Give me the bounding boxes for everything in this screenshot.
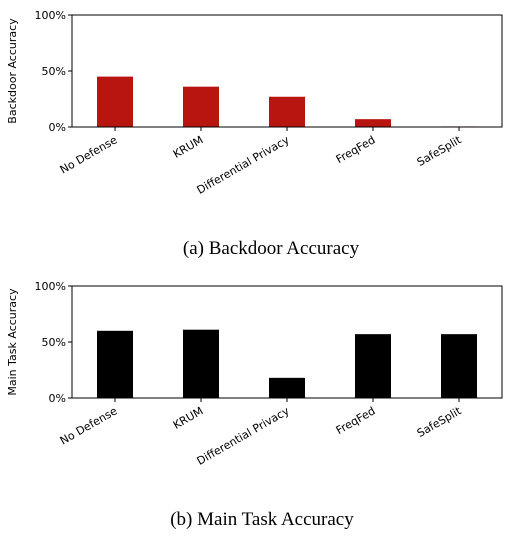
bar-safesplit (441, 334, 477, 398)
bar-differential-privacy (269, 96, 305, 127)
x-tick-label: SafeSplit (415, 133, 464, 169)
bar-freqfed (355, 119, 391, 127)
y-axis-label: Main Task Accuracy (6, 288, 19, 396)
x-tick-label: SafeSplit (415, 404, 464, 440)
x-tick-label: No Defense (58, 404, 120, 447)
x-tick-label: KRUM (171, 404, 206, 431)
bar-differential-privacy (269, 377, 305, 398)
x-tick-label: KRUM (171, 133, 206, 160)
axes (68, 14, 503, 131)
x-tick-label: Differential Privacy (195, 133, 292, 197)
y-tick-label: 50% (42, 336, 66, 349)
y-tick-label: 0% (49, 121, 66, 134)
bar-series (97, 76, 477, 128)
bar-no-defense (97, 330, 133, 398)
y-tick-label: 0% (49, 392, 66, 405)
y-tick-label: 50% (42, 65, 66, 78)
x-tick-label: No Defense (58, 133, 120, 176)
bar-krum (183, 86, 219, 127)
y-tick-labels: 0% 50% 100% (35, 9, 66, 134)
y-axis-label: Backdoor Accuracy (6, 18, 19, 124)
y-tick-labels: 0% 50% 100% (35, 280, 66, 405)
y-tick-label: 100% (35, 9, 66, 22)
panel-caption: (a) Backdoor Accuracy (183, 238, 360, 259)
axes (68, 285, 503, 402)
panel-caption: (b) Main Task Accuracy (170, 509, 354, 530)
y-tick-label: 100% (35, 280, 66, 293)
bar-no-defense (97, 76, 133, 127)
x-tick-label: FreqFed (334, 404, 378, 437)
bar-krum (183, 329, 219, 398)
x-tick-label: Differential Privacy (195, 404, 292, 468)
bar-series (97, 329, 477, 398)
bar-freqfed (355, 334, 391, 398)
x-tick-label: FreqFed (334, 133, 378, 166)
